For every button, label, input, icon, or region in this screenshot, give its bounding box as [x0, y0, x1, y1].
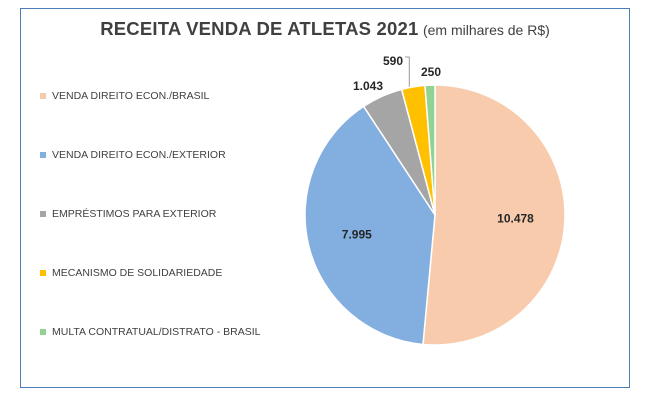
chart-title: RECEITA VENDA DE ATLETAS 2021 (em milhar…: [0, 18, 650, 40]
legend-item-emprestimos: EMPRÉSTIMOS PARA EXTERIOR: [40, 208, 216, 220]
legend-item-solidariedade: MECANISMO DE SOLIDARIEDADE: [40, 267, 222, 279]
data-label-solidariedade: 590: [383, 54, 403, 68]
legend-label: VENDA DIREITO ECON./BRASIL: [52, 90, 210, 102]
legend-item-multa: MULTA CONTRATUAL/DISTRATO - BRASIL: [40, 326, 260, 338]
legend-label: VENDA DIREITO ECON./EXTERIOR: [52, 149, 226, 161]
chart-subtitle: (em milhares de R$): [422, 22, 550, 38]
legend-label: MULTA CONTRATUAL/DISTRATO - BRASIL: [52, 326, 261, 338]
data-label-venda-exterior: 7.995: [342, 227, 372, 241]
legend-swatch: [40, 329, 46, 335]
data-label-venda-brasil: 10.478: [497, 212, 534, 226]
legend-swatch: [40, 211, 46, 217]
legend-label: EMPRÉSTIMOS PARA EXTERIOR: [52, 208, 217, 220]
pie-leader-lines: [405, 56, 410, 87]
legend-item-venda-exterior: VENDA DIREITO ECON./EXTERIOR: [40, 149, 226, 161]
pie-slice-venda-brasil: [422, 84, 566, 346]
legend-swatch: [40, 152, 46, 158]
data-label-emprestimos: 1.043: [353, 79, 383, 93]
leader-line-solidariedade: [405, 56, 410, 87]
legend-swatch: [40, 93, 46, 99]
pie-slice-multa: [424, 84, 436, 216]
pie-slices: [304, 84, 566, 346]
legend-swatch: [40, 270, 46, 276]
data-label-multa: 250: [421, 65, 441, 79]
legend-item-venda-brasil: VENDA DIREITO ECON./BRASIL: [40, 90, 209, 102]
chart-title-main: RECEITA VENDA DE ATLETAS 2021: [100, 18, 419, 39]
legend-label: MECANISMO DE SOLIDARIEDADE: [52, 267, 223, 279]
